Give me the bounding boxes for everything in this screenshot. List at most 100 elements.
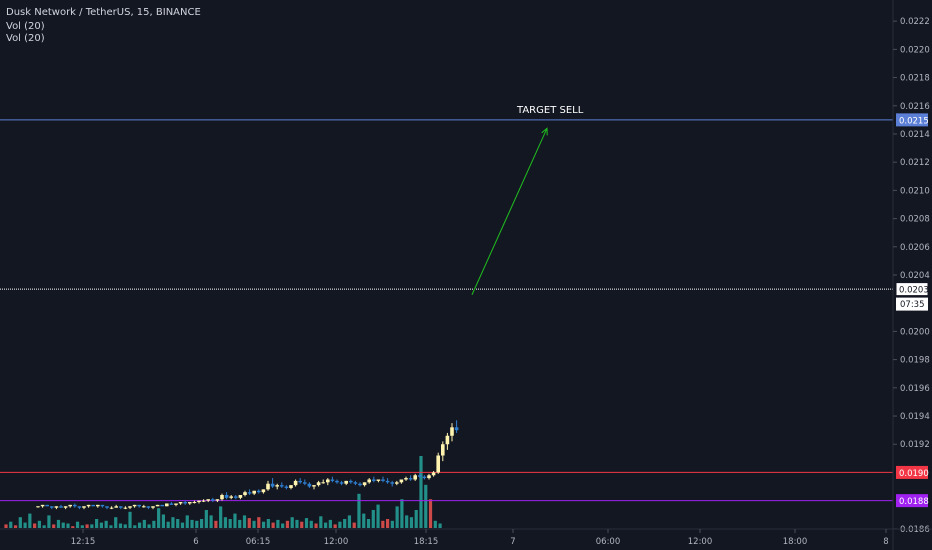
volume-bar: [219, 506, 223, 528]
candle-body: [261, 489, 266, 493]
candle-body: [169, 503, 174, 505]
volume-bar: [28, 513, 32, 528]
red-price-tag: [896, 465, 928, 479]
volume-bar: [238, 519, 242, 528]
target-sell-label: TARGET SELL: [516, 105, 584, 116]
volume-bar: [409, 517, 414, 528]
volume-bar: [319, 516, 323, 528]
volume-bar: [247, 518, 251, 528]
volume-bar: [90, 524, 94, 528]
annotation-layer: TARGET SELL: [471, 105, 584, 295]
candle-body: [257, 490, 261, 493]
volume-bar: [400, 499, 404, 528]
volume-bar: [42, 525, 46, 528]
candle-body: [362, 482, 367, 486]
volume-bar: [323, 522, 328, 528]
last-price-tag-label: 0.0203: [899, 286, 929, 296]
volume-bar: [195, 520, 199, 528]
candle-body: [36, 506, 40, 508]
candle-body: [206, 499, 210, 501]
candle-body: [270, 483, 275, 487]
volume-bar: [123, 524, 127, 528]
price-tick-label: 0.0212: [900, 158, 930, 168]
countdown-tag: [896, 297, 928, 311]
volume-bar: [285, 520, 290, 528]
candle-body: [293, 480, 298, 486]
candle-body: [450, 427, 454, 436]
volume-bar: [304, 518, 309, 528]
candle-body: [349, 480, 353, 483]
candle-body: [165, 503, 169, 507]
volume-bar: [223, 517, 228, 528]
candle-body: [408, 478, 413, 480]
candle-body: [68, 504, 72, 507]
volume-bar: [18, 517, 22, 528]
volume-bar: [75, 521, 80, 528]
volume-bar: [137, 522, 142, 528]
candle-body: [105, 506, 109, 508]
volume-bar: [185, 515, 189, 528]
candle-body: [316, 482, 321, 486]
volume-bar: [47, 515, 51, 528]
candle-body: [303, 482, 307, 484]
candle-body: [229, 496, 233, 498]
volume-bar: [180, 522, 185, 528]
volume-bar: [71, 526, 75, 528]
candle-body: [123, 507, 128, 509]
time-tick-label: 7: [510, 537, 515, 547]
candle-body: [137, 504, 141, 507]
volume-bar: [61, 522, 65, 528]
candle-body: [174, 503, 178, 505]
volume-bar: [56, 519, 61, 528]
time-axis[interactable]: 12:15 6 06:15 12:00 18:15 7 06:00 12:00 18:00 8: [0, 528, 932, 547]
price-axis[interactable]: 0.0222 0.0220 0.0218 0.0216 0.0214 0.0212 0.02…: [892, 0, 930, 550]
time-tick-label: 18:00: [783, 537, 808, 547]
chart-title: Dusk Network / TetherUS, 15, BINANCE: [6, 7, 201, 18]
time-tick-label: 12:00: [324, 537, 349, 547]
candle-body: [298, 480, 302, 483]
candle-body: [280, 485, 284, 487]
volume-bar: [405, 515, 409, 528]
volume-indicator-label-2[interactable]: Vol (20): [6, 33, 45, 44]
volume-indicator-label-1[interactable]: Vol (20): [6, 21, 45, 32]
candle-body: [358, 483, 362, 486]
volume-bar: [419, 456, 423, 528]
candle-body: [422, 476, 427, 479]
candle-body: [312, 485, 316, 487]
volume-bar: [261, 521, 266, 528]
time-tick-label: 18:15: [414, 537, 439, 547]
candle-body: [335, 480, 339, 483]
volume-bar: [281, 523, 285, 528]
volume-bar: [209, 515, 213, 528]
price-tick-label: 0.0216: [900, 102, 930, 112]
candle-body: [224, 495, 229, 498]
candle-body: [418, 475, 422, 477]
price-tick-label: 0.0196: [900, 384, 930, 394]
candle-body: [215, 499, 220, 501]
volume-bar: [343, 519, 347, 528]
candle-body: [160, 504, 164, 507]
volume-bar: [314, 523, 318, 528]
volume-bar: [104, 520, 108, 528]
candle-body: [188, 502, 192, 504]
candle-body: [86, 504, 91, 507]
candle-body: [128, 506, 132, 508]
candle-body: [142, 506, 146, 508]
volume-bar: [109, 525, 113, 528]
candle-body: [252, 490, 256, 494]
price-tick-label: 0.0220: [900, 45, 930, 55]
candle-body: [441, 444, 445, 456]
candle-body: [436, 455, 440, 473]
volume-bar: [309, 520, 313, 528]
volume-bar: [395, 506, 399, 528]
volume-bar: [9, 521, 13, 528]
candle-body: [146, 506, 151, 508]
candle-body: [390, 482, 394, 484]
candle-body: [73, 504, 77, 507]
volume-bar: [333, 524, 337, 528]
red-price-tag-label: 0.0190: [899, 469, 929, 479]
volume-bar: [99, 522, 103, 528]
candle-body: [234, 496, 238, 498]
volume-bar: [424, 484, 428, 528]
